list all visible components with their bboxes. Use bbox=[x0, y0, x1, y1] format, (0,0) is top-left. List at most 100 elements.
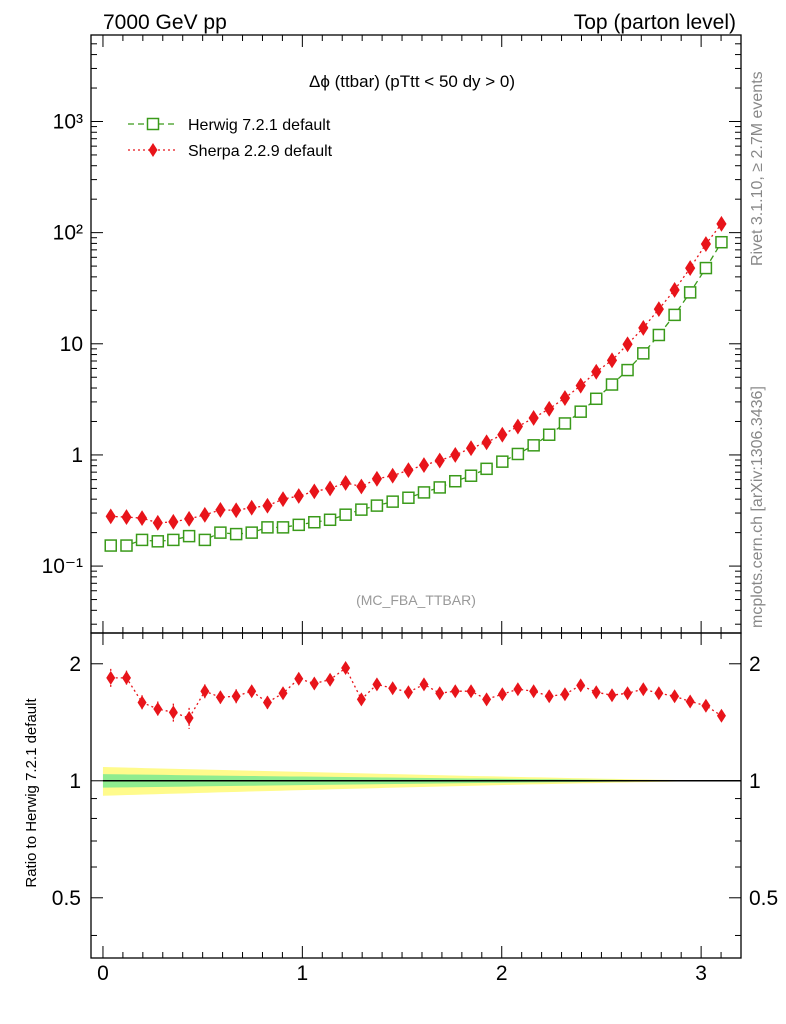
x-tick-label: 3 bbox=[695, 962, 707, 985]
herwig-point bbox=[323, 513, 337, 527]
herwig-point bbox=[589, 392, 603, 406]
ratio-point bbox=[450, 684, 460, 699]
ratio-point bbox=[231, 689, 241, 704]
herwig-point bbox=[292, 518, 306, 532]
sherpa-point bbox=[324, 480, 336, 497]
ratio-y-tick-label-right: 0.5 bbox=[749, 887, 778, 910]
herwig-point bbox=[542, 428, 556, 441]
ratio-point bbox=[638, 682, 648, 697]
sherpa-point bbox=[700, 236, 712, 252]
ratio-point bbox=[435, 686, 445, 701]
ratio-point bbox=[137, 695, 147, 710]
herwig-point bbox=[464, 469, 478, 482]
ratio-point bbox=[372, 677, 382, 692]
plot-title: Δϕ (ttbar) (pTtt < 50 dy > 0) bbox=[309, 72, 515, 91]
ratio-point bbox=[294, 671, 304, 686]
herwig-point bbox=[527, 439, 540, 452]
sherpa-point bbox=[199, 506, 210, 523]
ratio-point bbox=[215, 690, 225, 705]
ratio-point bbox=[544, 689, 554, 704]
ratio-point bbox=[591, 685, 601, 700]
ratio-point bbox=[419, 677, 429, 692]
sherpa-point bbox=[277, 491, 289, 508]
herwig-point bbox=[151, 535, 165, 548]
ratio-point bbox=[325, 672, 335, 687]
header-left: 7000 GeV pp bbox=[103, 11, 227, 34]
x-tick-label: 0 bbox=[97, 962, 109, 985]
herwig-point bbox=[683, 286, 697, 299]
herwig-point bbox=[480, 462, 493, 476]
sherpa-point bbox=[622, 336, 633, 353]
herwig-point bbox=[276, 521, 290, 534]
ratio-point bbox=[513, 682, 523, 697]
ratio-point bbox=[403, 685, 413, 700]
y-tick-label: 10² bbox=[53, 222, 83, 245]
ratio-plot-panel: 0.5 0.5 1 1 2 2 0 1 2 3 bbox=[52, 632, 778, 985]
sherpa-point bbox=[669, 282, 680, 298]
ratio-point bbox=[685, 694, 695, 709]
series-line-1 bbox=[110, 223, 722, 524]
sherpa-point bbox=[653, 301, 664, 318]
sherpa-point bbox=[606, 352, 618, 369]
legend-marker bbox=[146, 117, 160, 131]
ratio-point bbox=[309, 676, 319, 691]
x-tick-label: 1 bbox=[297, 962, 309, 985]
herwig-point bbox=[214, 526, 227, 539]
herwig-point bbox=[621, 363, 634, 377]
sherpa-point bbox=[575, 377, 586, 394]
sherpa-point bbox=[356, 478, 367, 495]
mcplots-label: mcplots.cern.ch [arXiv:1306.3436] bbox=[749, 386, 766, 628]
ratio-y-tick-label-right: 2 bbox=[749, 653, 761, 676]
rivet-label: Rivet 3.1.10, ≥ 2.7M events bbox=[749, 71, 766, 266]
ratio-point bbox=[200, 684, 210, 699]
sherpa-point bbox=[465, 440, 477, 457]
sherpa-point bbox=[371, 470, 383, 487]
ratio-point bbox=[670, 689, 680, 704]
sherpa-point bbox=[638, 319, 649, 336]
ratio-point bbox=[184, 711, 194, 726]
sherpa-point bbox=[497, 426, 508, 443]
herwig-point bbox=[715, 235, 728, 249]
ratio-point bbox=[623, 686, 633, 701]
ratio-point bbox=[497, 687, 507, 702]
ratio-point bbox=[576, 678, 586, 693]
ratio-point bbox=[701, 698, 711, 713]
herwig-point bbox=[229, 527, 243, 541]
sherpa-point bbox=[544, 400, 555, 417]
sherpa-point bbox=[481, 434, 492, 451]
legend-marker bbox=[148, 143, 158, 157]
herwig-point bbox=[198, 533, 212, 547]
sherpa-point bbox=[591, 363, 602, 380]
herwig-point bbox=[370, 499, 384, 512]
ratio-point bbox=[262, 695, 272, 710]
sherpa-point bbox=[231, 502, 242, 519]
ratio-point bbox=[482, 692, 492, 707]
sherpa-point bbox=[716, 215, 727, 232]
sherpa-point bbox=[528, 410, 539, 426]
herwig-point bbox=[496, 455, 509, 468]
y-tick-label: 10³ bbox=[53, 110, 83, 133]
herwig-point bbox=[245, 526, 258, 539]
sherpa-point bbox=[293, 488, 304, 504]
legend: Herwig 7.2.1 default Sherpa 2.2.9 default bbox=[128, 117, 333, 160]
ratio-y-tick-label: 2 bbox=[69, 653, 81, 676]
ratio-point bbox=[153, 701, 163, 716]
herwig-point bbox=[637, 347, 650, 360]
sherpa-point bbox=[136, 510, 148, 527]
ratio-point bbox=[560, 687, 570, 702]
sherpa-point bbox=[215, 502, 226, 518]
sherpa-point bbox=[418, 457, 430, 474]
ratio-point bbox=[106, 670, 116, 685]
ratio-point bbox=[247, 684, 257, 699]
herwig-point bbox=[574, 405, 587, 418]
herwig-point bbox=[433, 481, 446, 494]
sherpa-point bbox=[152, 514, 163, 531]
ratio-point bbox=[168, 705, 178, 720]
ratio-point bbox=[466, 684, 476, 699]
x-tick-label: 2 bbox=[496, 962, 508, 985]
ratio-y-tick-label: 1 bbox=[69, 770, 81, 793]
sherpa-point bbox=[450, 447, 461, 463]
ratio-y-tick-label-right: 1 bbox=[749, 770, 761, 793]
sherpa-point bbox=[121, 509, 132, 526]
ratio-point bbox=[121, 670, 131, 685]
